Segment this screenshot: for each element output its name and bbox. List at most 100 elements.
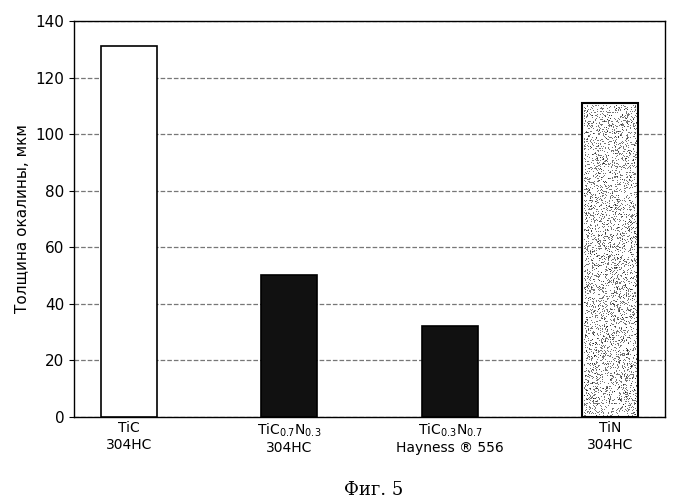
Point	[596, 137, 607, 145]
Point	[597, 296, 608, 304]
Point	[631, 138, 642, 146]
Point	[604, 264, 615, 272]
Point	[590, 234, 600, 241]
Point	[613, 261, 624, 269]
Point	[624, 172, 635, 180]
Point	[626, 260, 637, 268]
Point	[592, 158, 602, 166]
Point	[597, 356, 608, 364]
Point	[601, 201, 612, 209]
Point	[606, 138, 617, 145]
Point	[585, 144, 596, 152]
Point	[579, 173, 590, 181]
Point	[600, 384, 611, 392]
Point	[612, 105, 623, 113]
Point	[630, 378, 641, 386]
Point	[622, 200, 632, 208]
Point	[615, 252, 626, 260]
Point	[601, 158, 612, 166]
Point	[611, 206, 622, 214]
Point	[590, 162, 601, 170]
Point	[594, 374, 605, 382]
Point	[598, 152, 609, 160]
Point	[595, 151, 606, 159]
Point	[630, 152, 641, 160]
Point	[623, 148, 634, 156]
Point	[617, 200, 628, 207]
Point	[627, 269, 638, 277]
Point	[610, 344, 621, 351]
Point	[630, 306, 641, 314]
Point	[627, 116, 638, 124]
Point	[602, 359, 613, 367]
Point	[602, 220, 613, 228]
Point	[581, 218, 592, 226]
Point	[618, 182, 629, 190]
Point	[592, 388, 603, 396]
Point	[596, 335, 607, 343]
Point	[596, 188, 607, 196]
Point	[581, 214, 592, 222]
Point	[584, 306, 595, 314]
Point	[598, 298, 609, 306]
Point	[626, 328, 637, 336]
Point	[592, 260, 602, 268]
Point	[600, 264, 611, 272]
Point	[609, 172, 620, 180]
Point	[605, 350, 616, 358]
Point	[622, 159, 632, 167]
Point	[592, 325, 603, 333]
Point	[629, 170, 640, 178]
Point	[630, 355, 641, 363]
Point	[583, 120, 594, 128]
Point	[624, 364, 635, 372]
Point	[613, 331, 624, 339]
Point	[615, 112, 626, 120]
Point	[628, 410, 639, 418]
Point	[594, 168, 605, 176]
Point	[625, 291, 636, 299]
Point	[614, 138, 625, 146]
Point	[611, 284, 622, 292]
Point	[579, 362, 590, 370]
Point	[590, 296, 601, 304]
Point	[630, 212, 641, 220]
Point	[608, 168, 619, 175]
Point	[579, 339, 590, 347]
Point	[605, 315, 616, 323]
Point	[612, 378, 623, 386]
Point	[620, 131, 631, 139]
Point	[615, 368, 626, 376]
Point	[598, 392, 609, 400]
Point	[623, 296, 634, 304]
Point	[583, 259, 594, 267]
Point	[613, 353, 624, 361]
Point	[630, 232, 641, 240]
Point	[631, 372, 642, 380]
Point	[579, 400, 590, 408]
Point	[593, 194, 604, 202]
Point	[599, 222, 610, 230]
Point	[610, 354, 621, 362]
Point	[618, 228, 629, 236]
Point	[599, 314, 610, 322]
Point	[579, 335, 590, 343]
Point	[614, 290, 625, 298]
Point	[585, 280, 596, 287]
Point	[582, 232, 593, 240]
Point	[598, 249, 609, 257]
Point	[605, 168, 615, 175]
Point	[598, 312, 609, 320]
Point	[618, 292, 629, 300]
Point	[603, 278, 614, 286]
Point	[598, 189, 609, 197]
Point	[619, 356, 630, 364]
Point	[582, 118, 593, 126]
Point	[579, 411, 590, 419]
Point	[592, 346, 603, 354]
Point	[618, 348, 629, 356]
Point	[591, 112, 602, 120]
Point	[583, 344, 594, 352]
Point	[615, 316, 626, 324]
Point	[599, 289, 610, 297]
